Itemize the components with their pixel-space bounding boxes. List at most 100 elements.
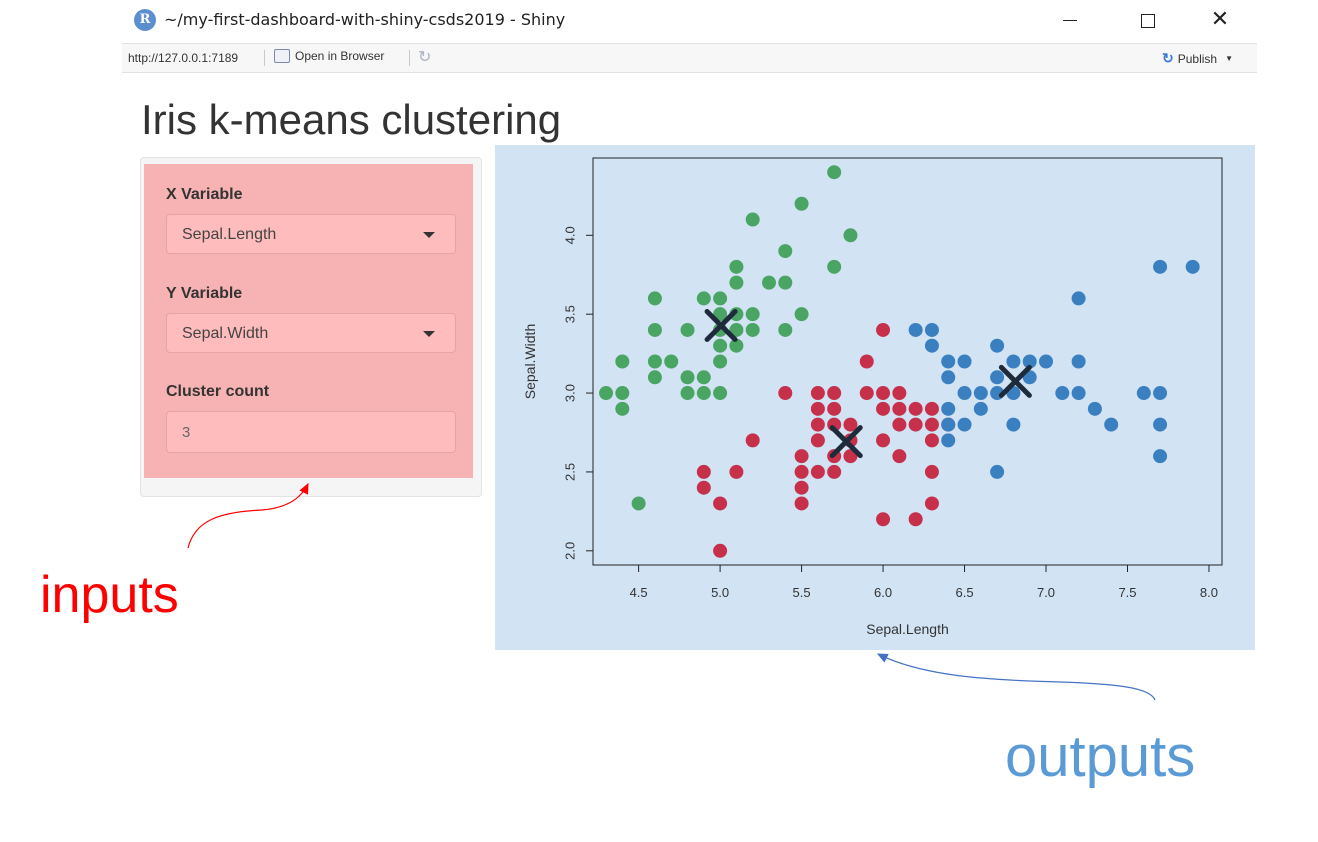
data-point <box>876 401 891 416</box>
data-point <box>1071 291 1086 306</box>
page-title: Iris k-means clustering <box>141 96 562 143</box>
y-tick-label: 4.0 <box>562 226 577 244</box>
chevron-down-icon <box>423 331 435 337</box>
data-point <box>892 449 907 464</box>
data-point <box>615 386 630 401</box>
data-point <box>745 322 760 337</box>
data-point <box>745 212 760 227</box>
inputs-arrow <box>187 482 309 549</box>
data-point <box>647 291 662 306</box>
data-point <box>876 322 891 337</box>
data-point <box>908 322 923 337</box>
data-point <box>810 417 825 432</box>
data-point <box>680 370 695 385</box>
plot-output: 4.5 5.0 5.5 6.0 6.5 7.0 7.5 8.0 2.0 2.5 3.0 3.5 4.0 S… <box>495 145 1255 650</box>
data-point <box>794 449 809 464</box>
cluster-center-marker <box>998 364 1032 398</box>
data-point <box>1153 386 1168 401</box>
data-point <box>1071 386 1086 401</box>
data-point <box>647 322 662 337</box>
x-tick-label: 5.0 <box>711 585 729 600</box>
data-point <box>729 338 744 353</box>
data-point <box>1153 417 1168 432</box>
data-point <box>696 386 711 401</box>
data-point <box>941 354 956 369</box>
data-point <box>696 370 711 385</box>
y-tick-label: 2.0 <box>562 542 577 560</box>
publish-button[interactable]: ↻ Publish ▼ <box>1162 50 1233 67</box>
cluster-center-marker <box>829 425 863 459</box>
data-point <box>924 417 939 432</box>
r-logo-icon: R <box>134 9 156 31</box>
data-point <box>615 401 630 416</box>
toolbar-separator <box>409 50 410 66</box>
data-point <box>713 354 728 369</box>
window-title: ~/my-first-dashboard-with-shiny-csds2019… <box>164 10 566 29</box>
data-point <box>696 480 711 495</box>
data-point <box>859 354 874 369</box>
open-in-browser-button[interactable]: Open in Browser <box>274 49 384 63</box>
data-point <box>973 386 988 401</box>
data-point <box>1087 401 1102 416</box>
data-point <box>990 338 1005 353</box>
data-point <box>1153 259 1168 274</box>
data-point <box>1136 386 1151 401</box>
data-point <box>843 417 858 432</box>
data-point <box>859 386 874 401</box>
minimize-icon[interactable] <box>1052 6 1088 34</box>
data-point <box>827 464 842 479</box>
kmeans-scatter-plot: 4.5 5.0 5.5 6.0 6.5 7.0 7.5 8.0 2.0 2.5 3.0 3.5 4.0 S… <box>522 157 1223 637</box>
data-point <box>713 386 728 401</box>
data-point <box>729 275 744 290</box>
open-in-browser-label: Open in Browser <box>295 49 385 63</box>
url-text[interactable]: http://127.0.0.1:7189 <box>128 51 239 65</box>
data-point <box>924 338 939 353</box>
data-point <box>941 433 956 448</box>
data-point <box>1006 354 1021 369</box>
y-variable-select[interactable]: Sepal.Width <box>166 313 456 353</box>
data-point <box>1185 259 1200 274</box>
data-point <box>957 354 972 369</box>
data-point <box>810 386 825 401</box>
data-point <box>827 259 842 274</box>
data-point <box>924 322 939 337</box>
x-tick-label: 7.0 <box>1037 585 1055 600</box>
data-point <box>924 464 939 479</box>
cluster-count-input[interactable]: 3 <box>166 411 456 453</box>
data-point <box>827 401 842 416</box>
data-point <box>957 417 972 432</box>
data-point <box>810 433 825 448</box>
x-variable-select[interactable]: Sepal.Length <box>166 214 456 254</box>
y-axis-label: Sepal.Width <box>522 324 538 399</box>
data-point <box>1022 354 1037 369</box>
data-point <box>794 480 809 495</box>
maximize-icon[interactable] <box>1130 6 1166 34</box>
x-tick-label: 6.0 <box>874 585 892 600</box>
data-point <box>827 165 842 180</box>
data-point <box>1104 417 1119 432</box>
outputs-arrow <box>876 653 1156 701</box>
data-point <box>1153 449 1168 464</box>
data-point <box>794 307 809 322</box>
x-tick-label: 4.5 <box>630 585 648 600</box>
close-icon[interactable]: ✕ <box>1210 7 1230 32</box>
x-tick-label: 5.5 <box>793 585 811 600</box>
x-tick-label: 8.0 <box>1200 585 1218 600</box>
data-point <box>778 275 793 290</box>
data-point <box>599 386 614 401</box>
data-point <box>876 386 891 401</box>
data-point <box>941 417 956 432</box>
data-point <box>941 401 956 416</box>
data-point <box>729 259 744 274</box>
refresh-icon[interactable]: ↻ <box>418 49 432 66</box>
cluster-count-label: Cluster count <box>166 383 270 400</box>
browser-window-icon <box>274 49 290 63</box>
data-point <box>794 496 809 511</box>
data-point <box>778 244 793 259</box>
publish-icon: ↻ <box>1162 50 1174 66</box>
y-tick-label: 2.5 <box>562 463 577 481</box>
data-point <box>713 338 728 353</box>
data-point <box>729 464 744 479</box>
data-point <box>631 496 646 511</box>
